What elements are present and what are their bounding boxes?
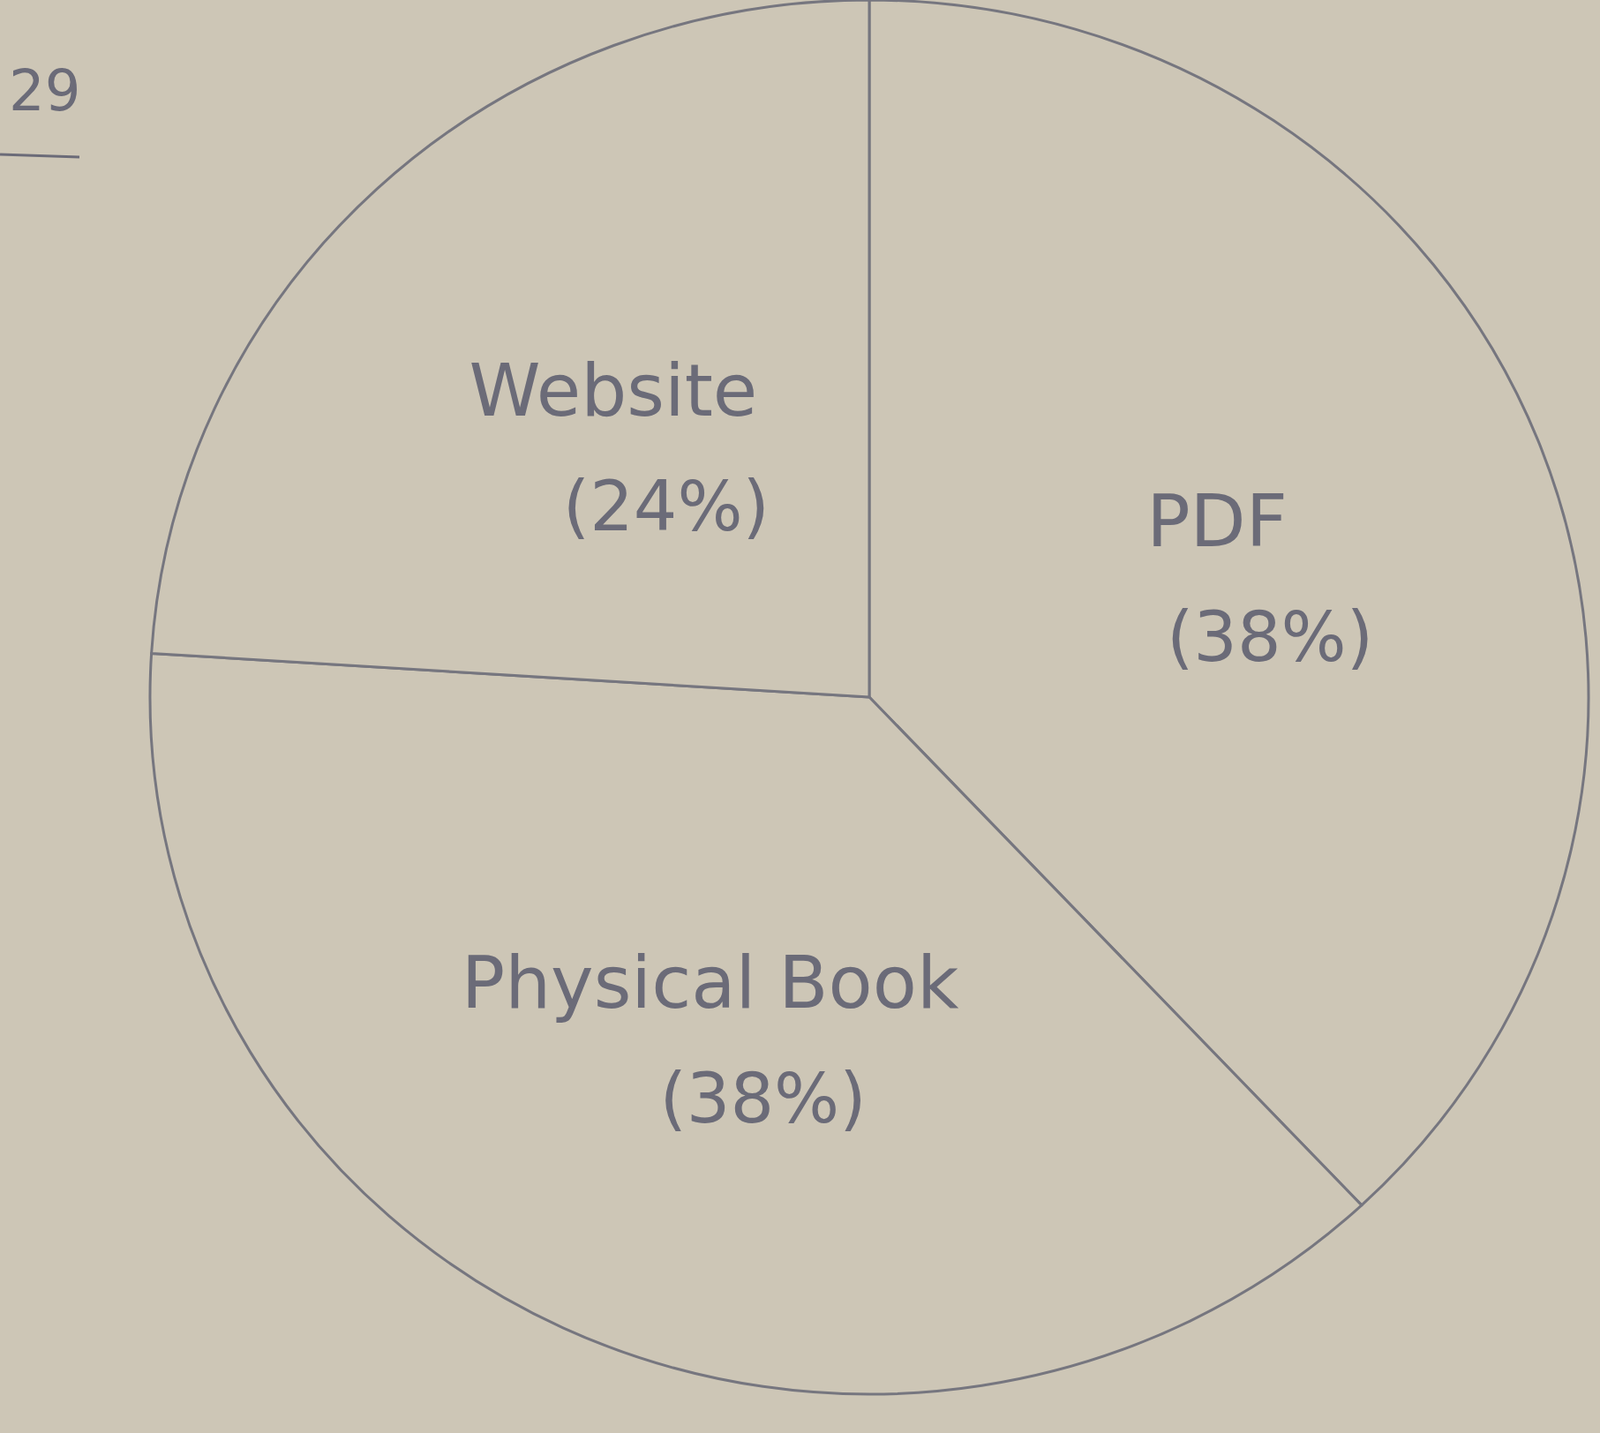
chart: 29 PDF (38%) Physical Book (38%) Website (24%)	[0, 0, 1600, 1433]
pie-slice	[150, 653, 1362, 1395]
slice-label: PDF	[1146, 479, 1288, 564]
annotation-underline	[0, 154, 80, 158]
data-label: (24%)	[563, 466, 770, 547]
data-label: (38%)	[1166, 597, 1374, 677]
chart-container: 29 PDF (38%) Physical Book (38%) Website (24%)	[0, 0, 1600, 1433]
slice-label: Website	[468, 348, 758, 433]
data-label: (38%)	[659, 1059, 866, 1139]
labels: PDF (38%) Physical Book (38%) Website (24%)	[461, 348, 1374, 1139]
annotation: 29	[8, 58, 81, 124]
slices	[150, 0, 1589, 1395]
pie-slice	[151, 0, 870, 698]
slice-label: Physical Book	[461, 940, 960, 1025]
